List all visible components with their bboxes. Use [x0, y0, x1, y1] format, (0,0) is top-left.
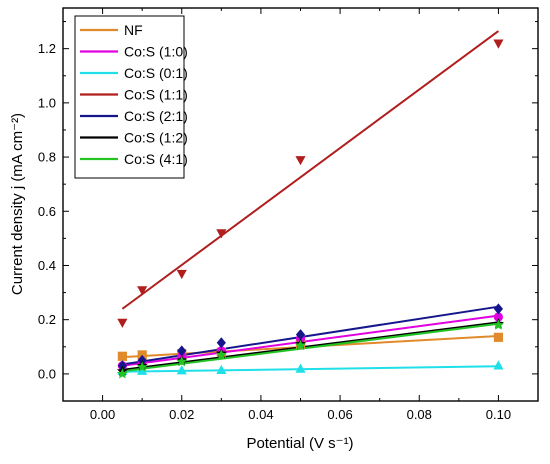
x-tick-label: 0.00	[90, 407, 115, 422]
legend-box	[74, 15, 185, 179]
data-point-6-2	[176, 355, 188, 367]
y-tick-label: 0.0	[38, 366, 56, 381]
data-point-3-4	[295, 156, 306, 166]
x-tick-label: 0.10	[486, 407, 511, 422]
y-axis-title: Current density j (mA cm⁻²)	[9, 113, 26, 295]
fit-line-6	[122, 322, 499, 373]
legend-label-5: Co:S (1:2)	[124, 130, 188, 146]
legend: NF Co:S (1:0) Co:S (0:1) Co:S (1:1) Co:S (2:…	[74, 15, 188, 179]
y-tick-label: 1.0	[38, 95, 56, 110]
y-tick-label: 1.2	[38, 41, 56, 56]
y-tick-label: 0.2	[38, 312, 56, 327]
data-point-2-4	[295, 363, 306, 373]
data-point-4-4	[295, 329, 306, 341]
data-point-4-2	[177, 345, 187, 357]
x-tick-label: 0.06	[327, 407, 352, 422]
data-point-4-5	[493, 303, 504, 315]
data-point-3-1	[137, 286, 148, 296]
legend-label-0: NF	[124, 22, 143, 38]
data-point-4-3	[216, 337, 226, 349]
data-point-6-3	[215, 349, 227, 360]
data-point-2-3	[216, 364, 227, 375]
data-points	[116, 39, 504, 379]
fit-line-5	[122, 321, 499, 371]
legend-label-2: Co:S (0:1)	[124, 65, 188, 81]
x-axis-title: Potential (V s⁻¹)	[246, 435, 353, 452]
data-point-3-2	[176, 269, 187, 280]
data-point-1-5	[493, 312, 504, 322]
data-point-6-1	[136, 361, 148, 372]
x-tick-label: 0.08	[407, 407, 432, 422]
legend-label-6: Co:S (4:1)	[124, 151, 188, 167]
data-point-6-5	[492, 319, 504, 330]
y-tick-label: 0.8	[38, 150, 56, 165]
y-tick-label: 0.6	[38, 204, 56, 219]
x-tick-label: 0.04	[248, 407, 273, 422]
legend-label-1: Co:S (1:0)	[124, 44, 188, 60]
x-tick-label: 0.02	[169, 407, 194, 422]
data-point-6-0	[116, 368, 128, 379]
data-point-3-5	[493, 39, 504, 49]
axis-ticks: 0.00 0.02 0.04 0.06 0.08 0.10 0.0 0.2 0.4 0.6 0.8 1…	[38, 8, 539, 422]
data-point-2-2	[176, 365, 187, 375]
y-tick-label: 0.4	[38, 258, 56, 273]
data-point-0-0	[117, 351, 127, 361]
data-point-2-5	[493, 360, 504, 370]
data-point-3-0	[117, 318, 128, 328]
legend-label-3: Co:S (1:1)	[124, 87, 188, 103]
fit-line-2	[122, 365, 499, 373]
data-point-6-4	[295, 339, 306, 351]
fit-line-3	[121, 30, 500, 310]
data-point-0-5	[493, 332, 504, 342]
data-point-2-1	[137, 365, 148, 375]
data-point-3-3	[216, 229, 227, 239]
legend-label-4: Co:S (2:1)	[124, 108, 188, 124]
